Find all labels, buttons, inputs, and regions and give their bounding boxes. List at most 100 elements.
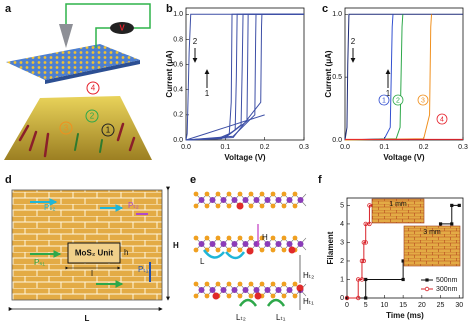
atom-s bbox=[292, 235, 298, 241]
point bbox=[361, 258, 367, 264]
atom-mo bbox=[242, 197, 249, 203]
y-axis-label: Current (μA) bbox=[324, 50, 333, 97]
length-label: L bbox=[85, 314, 90, 323]
point bbox=[361, 240, 367, 245]
atom-s bbox=[193, 191, 199, 197]
annotation: 1 bbox=[386, 89, 391, 98]
path-label: Pₜ₁ bbox=[138, 265, 149, 274]
atom-s bbox=[204, 191, 210, 197]
atom-s bbox=[204, 281, 210, 287]
panel-label: c bbox=[322, 3, 328, 15]
atom-s bbox=[292, 203, 298, 209]
atom-s bbox=[270, 293, 276, 299]
defect bbox=[236, 202, 244, 210]
atom-s bbox=[248, 235, 254, 241]
atom-mo bbox=[220, 287, 227, 293]
panel-d-diagram bbox=[67, 242, 121, 264]
panel-label: a bbox=[5, 3, 12, 15]
atom-mo bbox=[231, 241, 238, 247]
point bbox=[401, 259, 405, 263]
atom-s bbox=[237, 191, 243, 197]
point bbox=[367, 221, 372, 227]
atom-s bbox=[193, 247, 199, 253]
atom-s bbox=[193, 203, 199, 209]
height-label: H bbox=[173, 241, 179, 250]
y-tick-label: 0.4 bbox=[173, 87, 183, 94]
annotation: 2 bbox=[351, 37, 356, 46]
x-tick-label: 15 bbox=[399, 302, 407, 309]
panel-a-illustration bbox=[74, 133, 103, 153]
panel-a-illustration bbox=[59, 24, 73, 48]
legend-swatch bbox=[424, 286, 430, 292]
x-tick-label: 0.3 bbox=[299, 144, 309, 151]
plot-frame bbox=[185, 7, 305, 141]
y-tick-label: 0.6 bbox=[173, 61, 183, 68]
annotation: 1 bbox=[205, 89, 210, 98]
y-tick-label: 5 bbox=[340, 202, 344, 209]
atom-s bbox=[237, 281, 243, 287]
atom-mo bbox=[198, 241, 205, 247]
panel-label: f bbox=[318, 174, 322, 186]
atom-s bbox=[270, 235, 276, 241]
atom-s bbox=[193, 281, 199, 287]
annotation-ring bbox=[436, 113, 448, 125]
x-tick-label: 0.0 bbox=[340, 144, 350, 151]
annotation: 1 bbox=[382, 97, 386, 104]
defect bbox=[246, 247, 254, 255]
atom-s bbox=[270, 203, 276, 209]
panel-a-illustration bbox=[65, 3, 151, 29]
point bbox=[363, 240, 368, 245]
y-axis-label: Current (μA) bbox=[165, 50, 174, 97]
atom-s bbox=[226, 247, 232, 253]
annotation: 2 bbox=[396, 97, 400, 104]
atom-mo bbox=[220, 197, 227, 203]
atom-s bbox=[259, 203, 265, 209]
x-axis-label: Time (ms) bbox=[386, 311, 424, 320]
plot-frame bbox=[346, 197, 464, 299]
annotation-ring bbox=[378, 94, 390, 106]
atom-mo bbox=[264, 197, 271, 203]
atom-s bbox=[193, 293, 199, 299]
atom-s bbox=[248, 281, 254, 287]
x-tick-label: 0.2 bbox=[419, 144, 429, 151]
annotation-ring bbox=[392, 94, 404, 106]
atom-s bbox=[226, 191, 232, 197]
plot-frame bbox=[344, 7, 464, 141]
y-tick-label: 4 bbox=[340, 221, 344, 228]
atom-mo bbox=[242, 287, 249, 293]
atom-mo bbox=[275, 241, 282, 247]
x-tick-label: 0.0 bbox=[181, 144, 191, 151]
marker-label: 3 bbox=[64, 124, 69, 133]
panel-a-illustration bbox=[18, 122, 136, 158]
atom-s bbox=[270, 191, 276, 197]
series-line bbox=[185, 13, 304, 141]
atom-mo bbox=[275, 287, 282, 293]
atom-mo bbox=[297, 197, 304, 203]
legend-label: 300nm bbox=[436, 286, 458, 293]
y-tick-label: 1.0 bbox=[173, 11, 183, 18]
annotation-ring bbox=[417, 94, 429, 106]
unit-length-label: l bbox=[91, 269, 93, 278]
atom-mo bbox=[231, 197, 238, 203]
panel-a-illustration bbox=[4, 96, 152, 160]
x-tick-label: 0.1 bbox=[379, 144, 389, 151]
defect bbox=[212, 292, 220, 300]
defect bbox=[288, 246, 296, 254]
atom-s bbox=[281, 203, 287, 209]
series-line bbox=[344, 14, 394, 141]
x-tick-label: 0.3 bbox=[458, 144, 468, 151]
x-tick-label: 10 bbox=[381, 302, 389, 309]
atom-mo bbox=[275, 197, 282, 203]
panel-a-illustration bbox=[86, 81, 100, 95]
series-line bbox=[344, 13, 463, 141]
panel-a-illustration bbox=[110, 22, 134, 34]
x-axis-label: Voltage (V) bbox=[224, 153, 266, 162]
panel-d-diagram bbox=[8, 186, 170, 311]
inset-image bbox=[371, 198, 425, 224]
point bbox=[359, 277, 365, 282]
atom-s bbox=[259, 247, 265, 253]
inset-scale: 3 mm bbox=[423, 229, 441, 236]
x-tick-label: 0 bbox=[345, 302, 349, 309]
marker-label: 1 bbox=[106, 126, 111, 135]
